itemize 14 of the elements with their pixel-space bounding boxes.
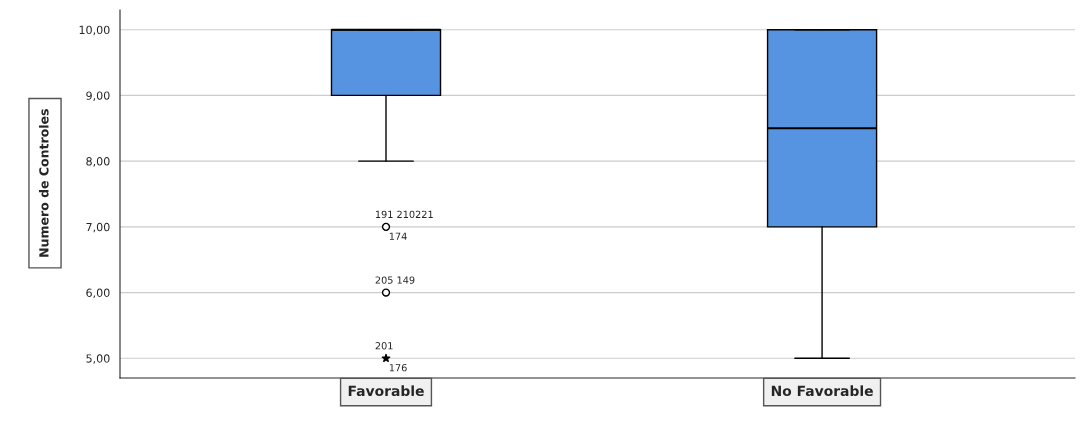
- annotation: 205 149: [375, 276, 415, 284]
- y-tick-label: 7,00: [86, 222, 110, 233]
- y-tick-label: 5,00: [86, 354, 110, 364]
- annotation: 176: [389, 364, 407, 372]
- annotation: 191 210221: [375, 210, 433, 219]
- x-tick-label: Favorable: [348, 385, 424, 397]
- y-tick-label: 6,00: [86, 288, 110, 299]
- annotation: 174: [389, 232, 407, 240]
- x-tick-label: No Favorable: [771, 385, 873, 397]
- y-axis-title: Numero de Controles: [38, 109, 49, 257]
- annotation: 201: [375, 342, 393, 350]
- y-tick-label: 9,00: [86, 91, 110, 101]
- y-tick-label: 8,00: [86, 157, 110, 167]
- y-tick-label: 10,00: [79, 25, 110, 36]
